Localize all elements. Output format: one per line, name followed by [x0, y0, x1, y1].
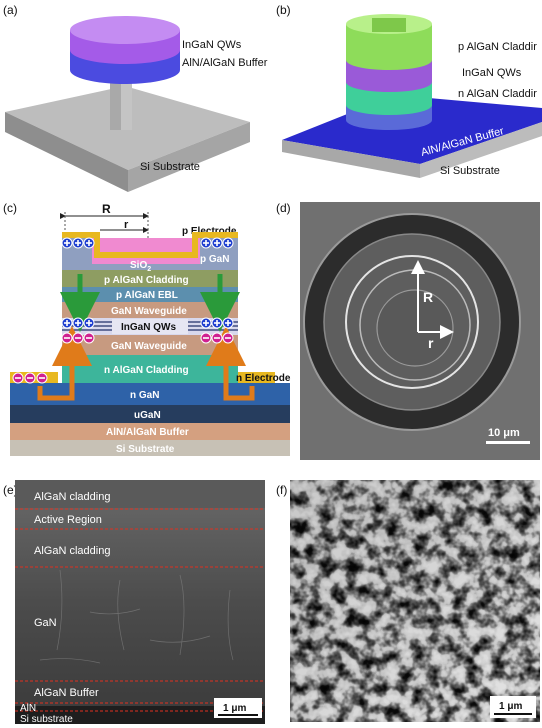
panel-e-regions-4: AlGaN Buffer	[34, 687, 99, 699]
sio2-text: SiO	[130, 260, 147, 271]
shape-polygon	[420, 122, 542, 178]
shape-path	[346, 24, 432, 70]
panel-c-inner-radius: r	[124, 219, 129, 231]
shape-rect	[62, 302, 238, 318]
sio2-label: SiO2	[130, 260, 151, 273]
shape-rect	[10, 405, 290, 423]
panel-c: (c) R r p Electrode SiO2 p GaN p AlGaN C…	[3, 201, 291, 456]
shape-rect	[214, 698, 262, 718]
panel-c-layers-6: n GaN	[130, 390, 159, 401]
shape-rect	[238, 372, 275, 383]
panel-c-n-electrode: n Electrode	[236, 373, 291, 384]
panel-d-label: (d)	[276, 201, 291, 215]
panel-c-layers-4: GaN Waveguide	[111, 341, 187, 352]
panel-b-p-cladding: p AlGaN Claddir	[458, 41, 537, 53]
panel-e-regions-0: AlGaN cladding	[34, 491, 110, 503]
shape-rect	[112, 319, 188, 334]
shape-path	[56, 569, 63, 651]
panel-a-label: (a)	[3, 3, 18, 17]
panel-b: (b) p AlGaN Claddir InGaN QWs n AlGaN Cl…	[276, 3, 542, 178]
panel-c-outer-radius: R	[102, 202, 111, 216]
shape-polygon	[282, 95, 542, 164]
shape-path	[372, 18, 406, 32]
panel-e-regions-6: Si substrate	[20, 714, 73, 725]
panel-e-regions-1: Active Region	[34, 514, 102, 526]
panel-b-label: (b)	[276, 3, 291, 17]
panel-d-outer-radius: R	[423, 289, 433, 305]
shape-rect	[494, 713, 532, 715]
shape-path	[89, 608, 141, 615]
shape-rect	[62, 287, 238, 302]
panel-a-substrate: Si Substrate	[140, 161, 200, 173]
shape-rect	[290, 480, 540, 722]
shape-rect	[15, 480, 265, 508]
shape-rect	[15, 480, 265, 724]
shape-rect	[490, 696, 536, 718]
panel-c-layers-2: GaN Waveguide	[111, 306, 187, 317]
panel-c-layers-7: uGaN	[134, 410, 161, 421]
panel-c-p-gan: p GaN	[200, 254, 229, 265]
panel-c-layers-8: AlN/AlGaN Buffer	[106, 427, 189, 438]
shape-polyline	[206, 326, 255, 401]
panel-c-layers-0: p AlGaN Cladding	[104, 275, 189, 286]
panel-f: (f) 1 μm	[276, 480, 540, 722]
panel-b-qws: InGaN QWs	[462, 67, 522, 79]
panel-f-scale-bar: 1 μm	[499, 701, 522, 712]
shape-path	[227, 589, 234, 661]
panel-f-label: (f)	[276, 483, 287, 497]
panel-d: (d) R r 10 μm	[276, 201, 540, 460]
panel-e-regions-2: AlGaN cladding	[34, 545, 110, 557]
shape-rect	[62, 270, 238, 287]
shape-g	[12, 237, 234, 384]
shape-g	[39, 569, 234, 664]
sio2-subscript: 2	[147, 266, 151, 273]
shape-path	[179, 574, 185, 656]
shape-g	[15, 508, 265, 712]
panel-c-layers-5: n AlGaN Cladding	[104, 365, 189, 376]
panel-c-label: (c)	[3, 201, 17, 215]
panel-d-scale-bar: 10 μm	[488, 427, 520, 439]
panel-d-inner-radius: r	[428, 335, 434, 351]
panel-a: (a) InGaN QWs AlN/AlGaN Buffer Si Substr…	[3, 3, 268, 192]
shape-circle	[345, 255, 479, 389]
shape-rect	[218, 714, 258, 716]
panel-c-layers-3: InGaN QWs	[121, 322, 176, 333]
shape-rect	[62, 335, 238, 355]
shape-ellipse	[70, 16, 180, 44]
shape-polygon	[5, 112, 128, 192]
panel-a-top-layer: InGaN QWs	[182, 39, 242, 51]
panel-e-scale-bar: 1 μm	[223, 703, 246, 714]
shape-polygon	[128, 122, 250, 192]
shape-path	[39, 658, 101, 664]
panel-e-regions-5: AlN	[20, 703, 36, 714]
panel-a-buffer: AlN/AlGaN Buffer	[182, 57, 268, 69]
shape-path	[149, 635, 211, 643]
panel-e: (e) AlGaN cladding Active Region AlGaN c…	[3, 480, 265, 725]
shape-path	[117, 579, 125, 651]
panel-e-label: (e)	[3, 483, 18, 497]
panel-e-regions-3: GaN	[34, 617, 57, 629]
panel-b-substrate: Si Substrate	[440, 165, 500, 177]
shape-polygon	[282, 140, 420, 178]
shape-rect	[10, 423, 290, 440]
shape-rect	[121, 60, 132, 130]
shape-polyline	[37, 326, 92, 401]
shape-path	[62, 232, 238, 258]
shape-rect	[10, 383, 290, 405]
panel-c-layers-9: Si Substrate	[116, 444, 175, 455]
panel-c-p-electrode: p Electrode	[182, 226, 237, 237]
panel-b-n-cladding: n AlGaN Claddir	[458, 88, 537, 100]
shape-rect	[10, 440, 290, 456]
panel-c-layers-1: p AlGaN EBL	[116, 290, 178, 301]
shape-rect	[486, 441, 530, 444]
shape-circle	[376, 289, 454, 367]
